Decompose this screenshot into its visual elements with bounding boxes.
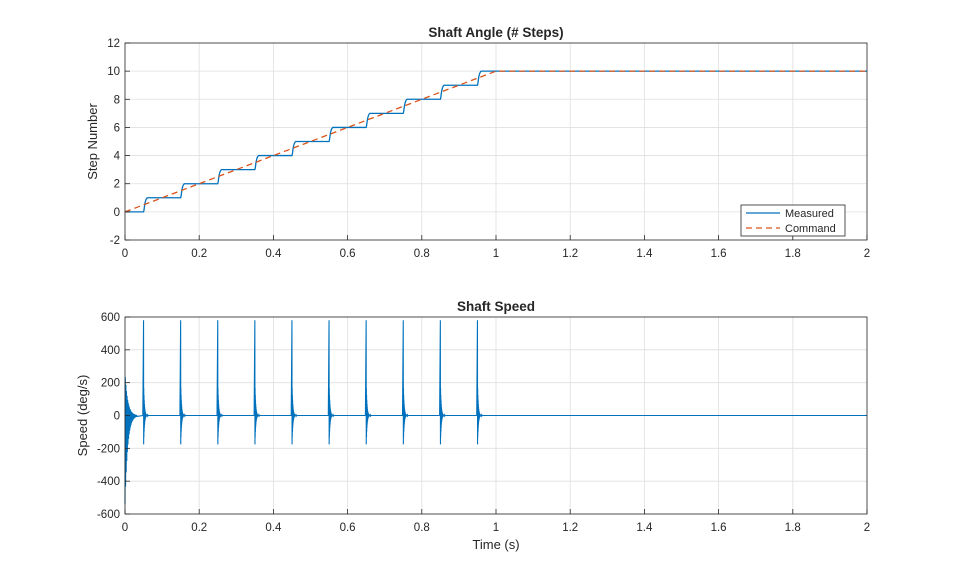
legend-label-command: Command [785,223,836,235]
x-tick-label: 0.4 [265,522,282,534]
y-tick-label: 12 [107,38,120,50]
y-tick-label: 10 [107,66,120,78]
speed-y-ticks: -600 -400 -200 0 200 400 600 [97,312,130,521]
x-tick-label: 0.4 [265,248,282,260]
x-tick-label: 0.6 [340,522,356,534]
series-line-command [124,70,867,213]
x-tick-label: 1.4 [636,522,653,534]
y-tick-label: 8 [114,94,120,106]
speed-axes: 0 0.2 0.4 0.6 0.8 1 1.2 1.4 1.6 1.8 2 -600 -400 -200… [75,299,870,552]
x-tick-label: 0.6 [340,248,356,260]
speed-x-ticks: 0 0.2 0.4 0.6 0.8 1 1.2 1.4 1.6 1.8 2 [122,509,870,534]
x-tick-label: 1 [493,522,499,534]
x-tick-label: 1.8 [785,248,801,260]
x-tick-label: 0 [122,522,128,534]
y-tick-label: -600 [97,509,120,521]
y-tick-label: 2 [114,179,120,191]
y-tick-label: 0 [114,411,120,423]
y-tick-label: 200 [101,378,120,390]
x-tick-label: 1.2 [562,248,578,260]
x-tick-label: 0.8 [414,248,430,260]
y-tick-label: -200 [97,443,120,455]
y-tick-label: 4 [114,151,121,163]
x-tick-label: 0 [122,248,128,260]
speed-y-axis-label: Speed (deg/s) [75,375,90,457]
speed-x-axis-label: Time (s) [472,537,519,552]
y-tick-label: 400 [101,345,120,357]
x-tick-label: 2 [864,522,870,534]
angle-axes: 0 0.2 0.4 0.6 0.8 1 1.2 1.4 1.6 1.8 2 -2024681012 … [85,25,870,260]
y-tick-label: -400 [97,476,120,488]
angle-chart-title: Shaft Angle (# Steps) [428,25,563,40]
speed-chart-title: Shaft Speed [457,299,535,314]
legend-box [740,204,846,237]
y-tick-label: 600 [101,312,120,324]
angle-y-axis-label: Step Number [85,103,100,180]
angle-series-group [124,70,867,213]
x-tick-label: 0.2 [191,248,207,260]
angle-y-ticks: -2 0 2 4 6 8 10 12 [107,38,130,247]
angle-x-ticks: 0 0.2 0.4 0.6 0.8 1 1.2 1.4 1.6 1.8 2 [122,235,870,260]
x-tick-label: 1.6 [711,248,727,260]
x-tick-label: 1.8 [785,522,801,534]
y-tick-label: -2 [110,235,120,247]
speed-series-group [124,320,867,505]
y-tick-label: 6 [114,122,120,134]
x-tick-label: 1.4 [636,248,653,260]
x-tick-label: 2 [864,248,870,260]
x-tick-label: 1.6 [711,522,727,534]
angle-legend: Measured Command [740,204,846,237]
series-line-measured [125,70,867,213]
x-tick-label: 1.2 [562,522,578,534]
legend-label-measured: Measured [785,208,834,220]
x-tick-label: 0.2 [191,522,207,534]
x-tick-label: 1 [493,248,499,260]
y-tick-label: 0 [114,207,120,219]
x-tick-label: 0.8 [414,522,430,534]
speed-series-line [124,320,867,505]
